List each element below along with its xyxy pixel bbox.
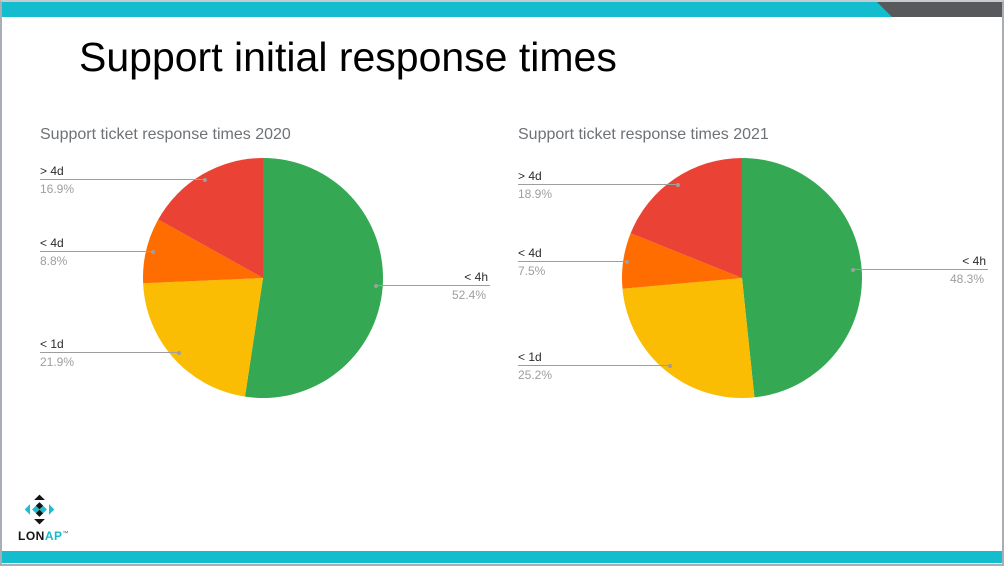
pie-label-2020-lt4d: < 4d 8.8% (40, 236, 155, 268)
pie-label-name: > 4d (518, 169, 542, 183)
pie-label-percent: 8.8% (40, 254, 68, 268)
slide-title: Support initial response times (79, 34, 617, 80)
pie-label-percent: 7.5% (518, 264, 546, 278)
pie-label-2020-lt4h: < 4h 52.4% (374, 270, 490, 302)
chart-title-2020: Support ticket response times 2020 (40, 126, 291, 143)
label-leader-line (40, 350, 181, 355)
logo-text-dark: LON (18, 529, 45, 543)
top-accent-bar (2, 2, 1002, 17)
pie-label-name: < 4h (464, 270, 488, 284)
pie-slice-0 (244, 158, 383, 398)
pie-chart-2020 (143, 158, 383, 398)
top-bar-dark-corner (877, 2, 1002, 17)
label-leader-line (374, 283, 490, 288)
pie-label-percent: 52.4% (451, 288, 486, 302)
label-leader-line (40, 177, 207, 182)
pie-slice-2 (143, 219, 263, 284)
pie-slice-1 (143, 278, 263, 397)
pie-label-2021-lt1d: < 1d 25.2% (518, 350, 672, 382)
pie-label-2020-gt4d: > 4d 16.9% (40, 164, 207, 196)
pie-label-name: < 4d (40, 236, 64, 250)
label-leader-line (518, 182, 680, 187)
pie-slice-0 (742, 158, 862, 398)
bottom-accent-bar (2, 551, 1002, 563)
pie-slice-1 (622, 278, 755, 398)
label-leader-line (518, 363, 672, 368)
pie-label-name: < 1d (518, 350, 542, 364)
pie-label-2020-lt1d: < 1d 21.9% (40, 337, 181, 369)
pie-label-percent: 21.9% (40, 355, 75, 369)
label-leader-line (518, 259, 629, 264)
logo-trademark: ™ (62, 531, 70, 537)
pie-label-name: > 4d (40, 164, 64, 178)
pie-chart-2021 (622, 158, 862, 398)
pie-slice-2 (622, 233, 742, 289)
pie-label-percent: 18.9% (518, 187, 553, 201)
logo-text-cyan: AP (44, 529, 63, 543)
pie-label-percent: 16.9% (40, 182, 75, 196)
chart-title-2021: Support ticket response times 2021 (518, 126, 769, 143)
pie-label-percent: 48.3% (949, 272, 984, 286)
pie-label-2021-gt4d: > 4d 18.9% (518, 169, 680, 201)
pie-label-2021-lt4d: < 4d 7.5% (518, 246, 629, 278)
label-leader-line (40, 249, 155, 254)
lonap-logo-text: LONAP™ (18, 529, 69, 543)
pie-label-name: < 4h (962, 254, 986, 268)
lonap-logo-icon (24, 494, 55, 525)
pie-slice-3 (158, 158, 263, 278)
pie-label-2021-lt4h: < 4h 48.3% (851, 254, 988, 286)
pie-label-name: < 4d (518, 246, 542, 260)
label-leader-line (851, 267, 988, 272)
pie-slice-3 (630, 158, 742, 278)
pie-label-percent: 25.2% (518, 368, 553, 382)
pie-label-name: < 1d (40, 337, 64, 351)
